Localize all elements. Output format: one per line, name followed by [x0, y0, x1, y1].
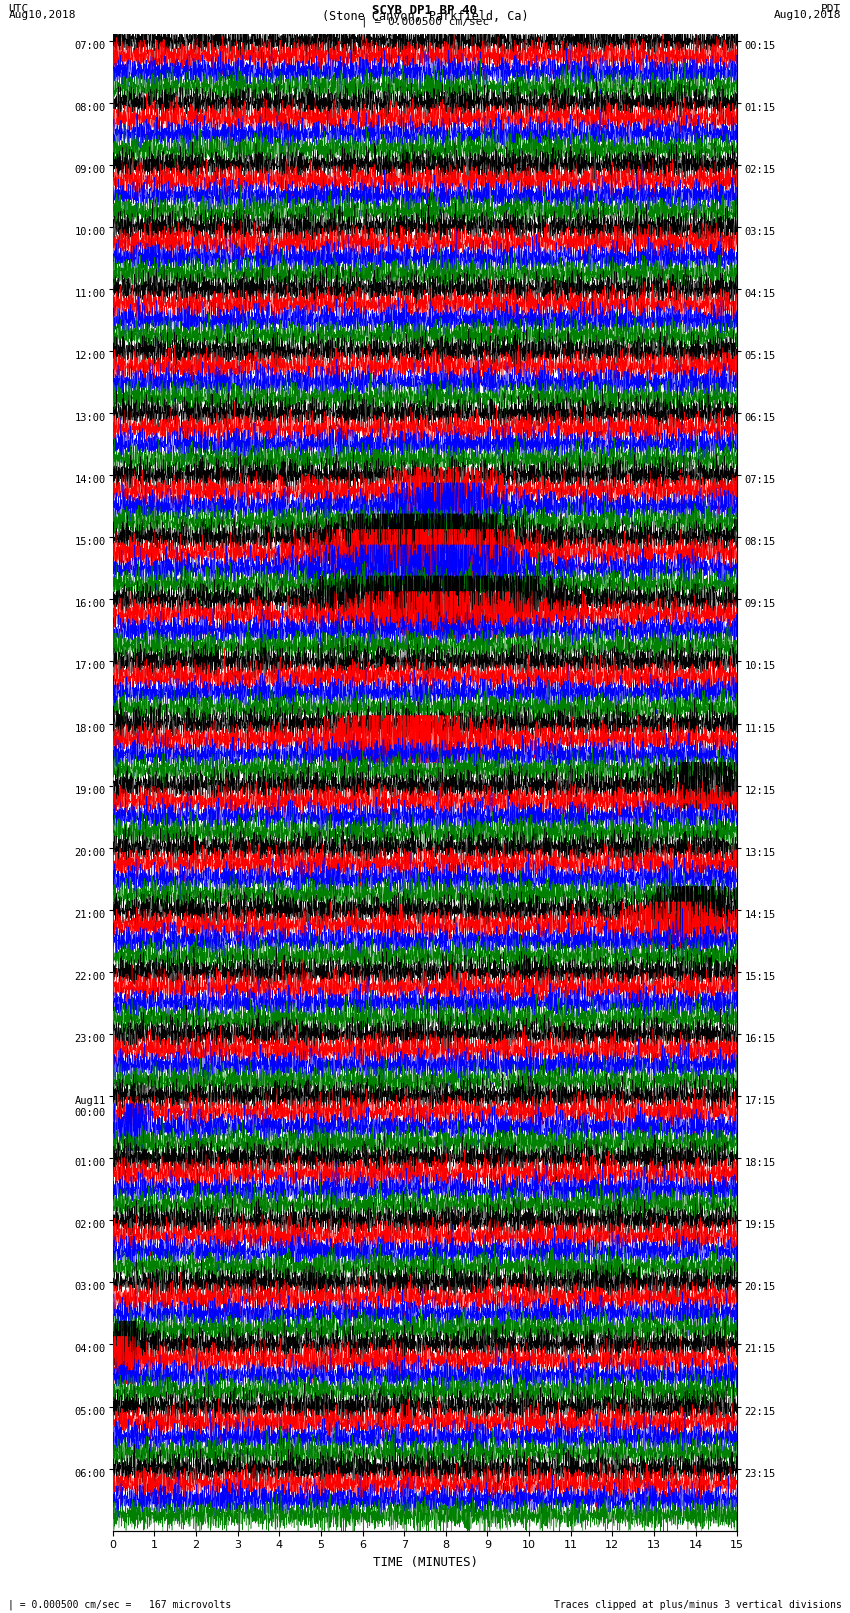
Text: (Stone Canyon, Parkfield, Ca): (Stone Canyon, Parkfield, Ca) — [321, 11, 529, 24]
Text: PDT: PDT — [821, 5, 842, 15]
Text: Aug10,2018: Aug10,2018 — [774, 11, 842, 21]
X-axis label: TIME (MINUTES): TIME (MINUTES) — [372, 1557, 478, 1569]
Text: Traces clipped at plus/minus 3 vertical divisions: Traces clipped at plus/minus 3 vertical … — [553, 1600, 842, 1610]
Text: | = 0.000500 cm/sec: | = 0.000500 cm/sec — [361, 18, 489, 27]
Text: | = 0.000500 cm/sec =   167 microvolts: | = 0.000500 cm/sec = 167 microvolts — [8, 1598, 232, 1610]
Text: Aug10,2018: Aug10,2018 — [8, 11, 76, 21]
Text: SCYB DP1 BP 40: SCYB DP1 BP 40 — [372, 5, 478, 18]
Text: UTC: UTC — [8, 5, 29, 15]
